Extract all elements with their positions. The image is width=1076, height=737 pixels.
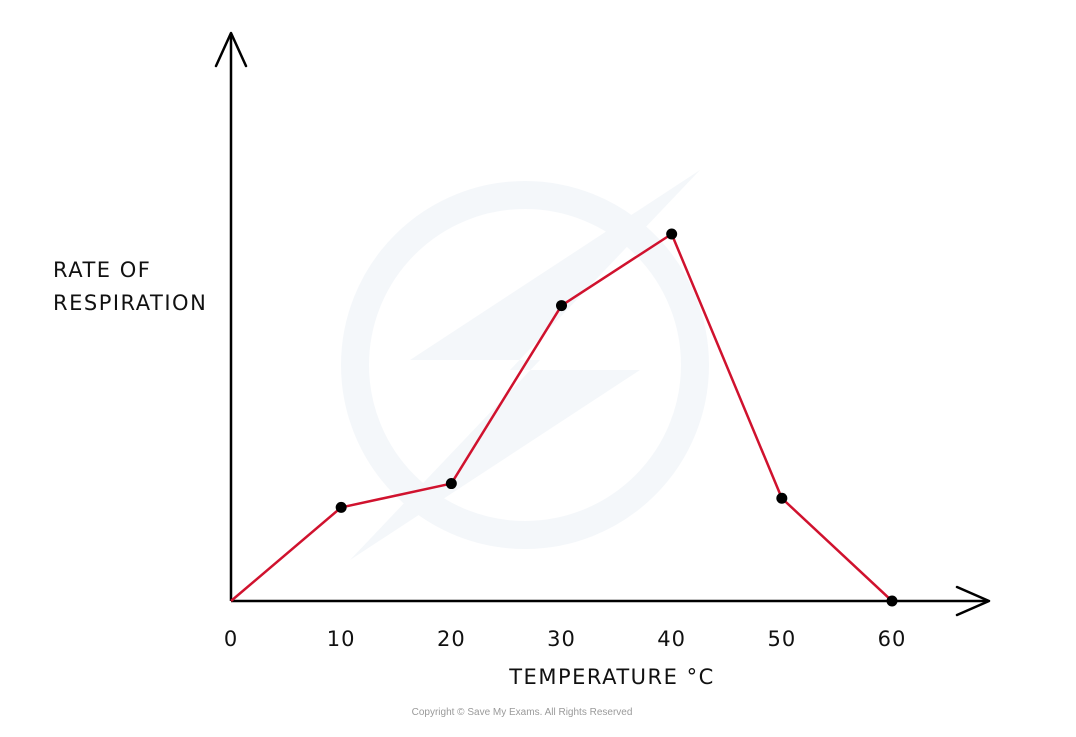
x-tick-labels: 0 10 20 30 40 50 60 <box>224 627 907 651</box>
data-point-50 <box>776 492 788 504</box>
series-group <box>230 228 898 607</box>
data-point-60 <box>886 595 898 607</box>
y-axis-title-line-2: RESPIRATION <box>53 291 207 315</box>
data-point-30 <box>556 300 567 312</box>
data-point-40 <box>666 228 678 240</box>
x-tick-label-30: 30 <box>547 627 576 651</box>
data-point-10 <box>335 501 347 513</box>
axes <box>214 31 991 617</box>
x-axis-arrow-icon <box>955 585 991 617</box>
x-tick-label-40: 40 <box>657 627 686 651</box>
y-axis-arrow-icon <box>214 31 248 68</box>
copyright-text: Copyright © Save My Exams. All Rights Re… <box>412 707 633 718</box>
x-tick-label-0: 0 <box>224 627 238 651</box>
x-axis-title: TEMPERATURE °C <box>508 665 715 689</box>
x-tick-label-20: 20 <box>437 627 466 651</box>
x-tick-label-10: 10 <box>327 627 356 651</box>
data-point-20 <box>445 478 457 490</box>
x-tick-label-60: 60 <box>878 627 907 651</box>
x-tick-label-50: 50 <box>767 627 796 651</box>
y-axis-title-line-1: RATE OF <box>53 258 151 282</box>
